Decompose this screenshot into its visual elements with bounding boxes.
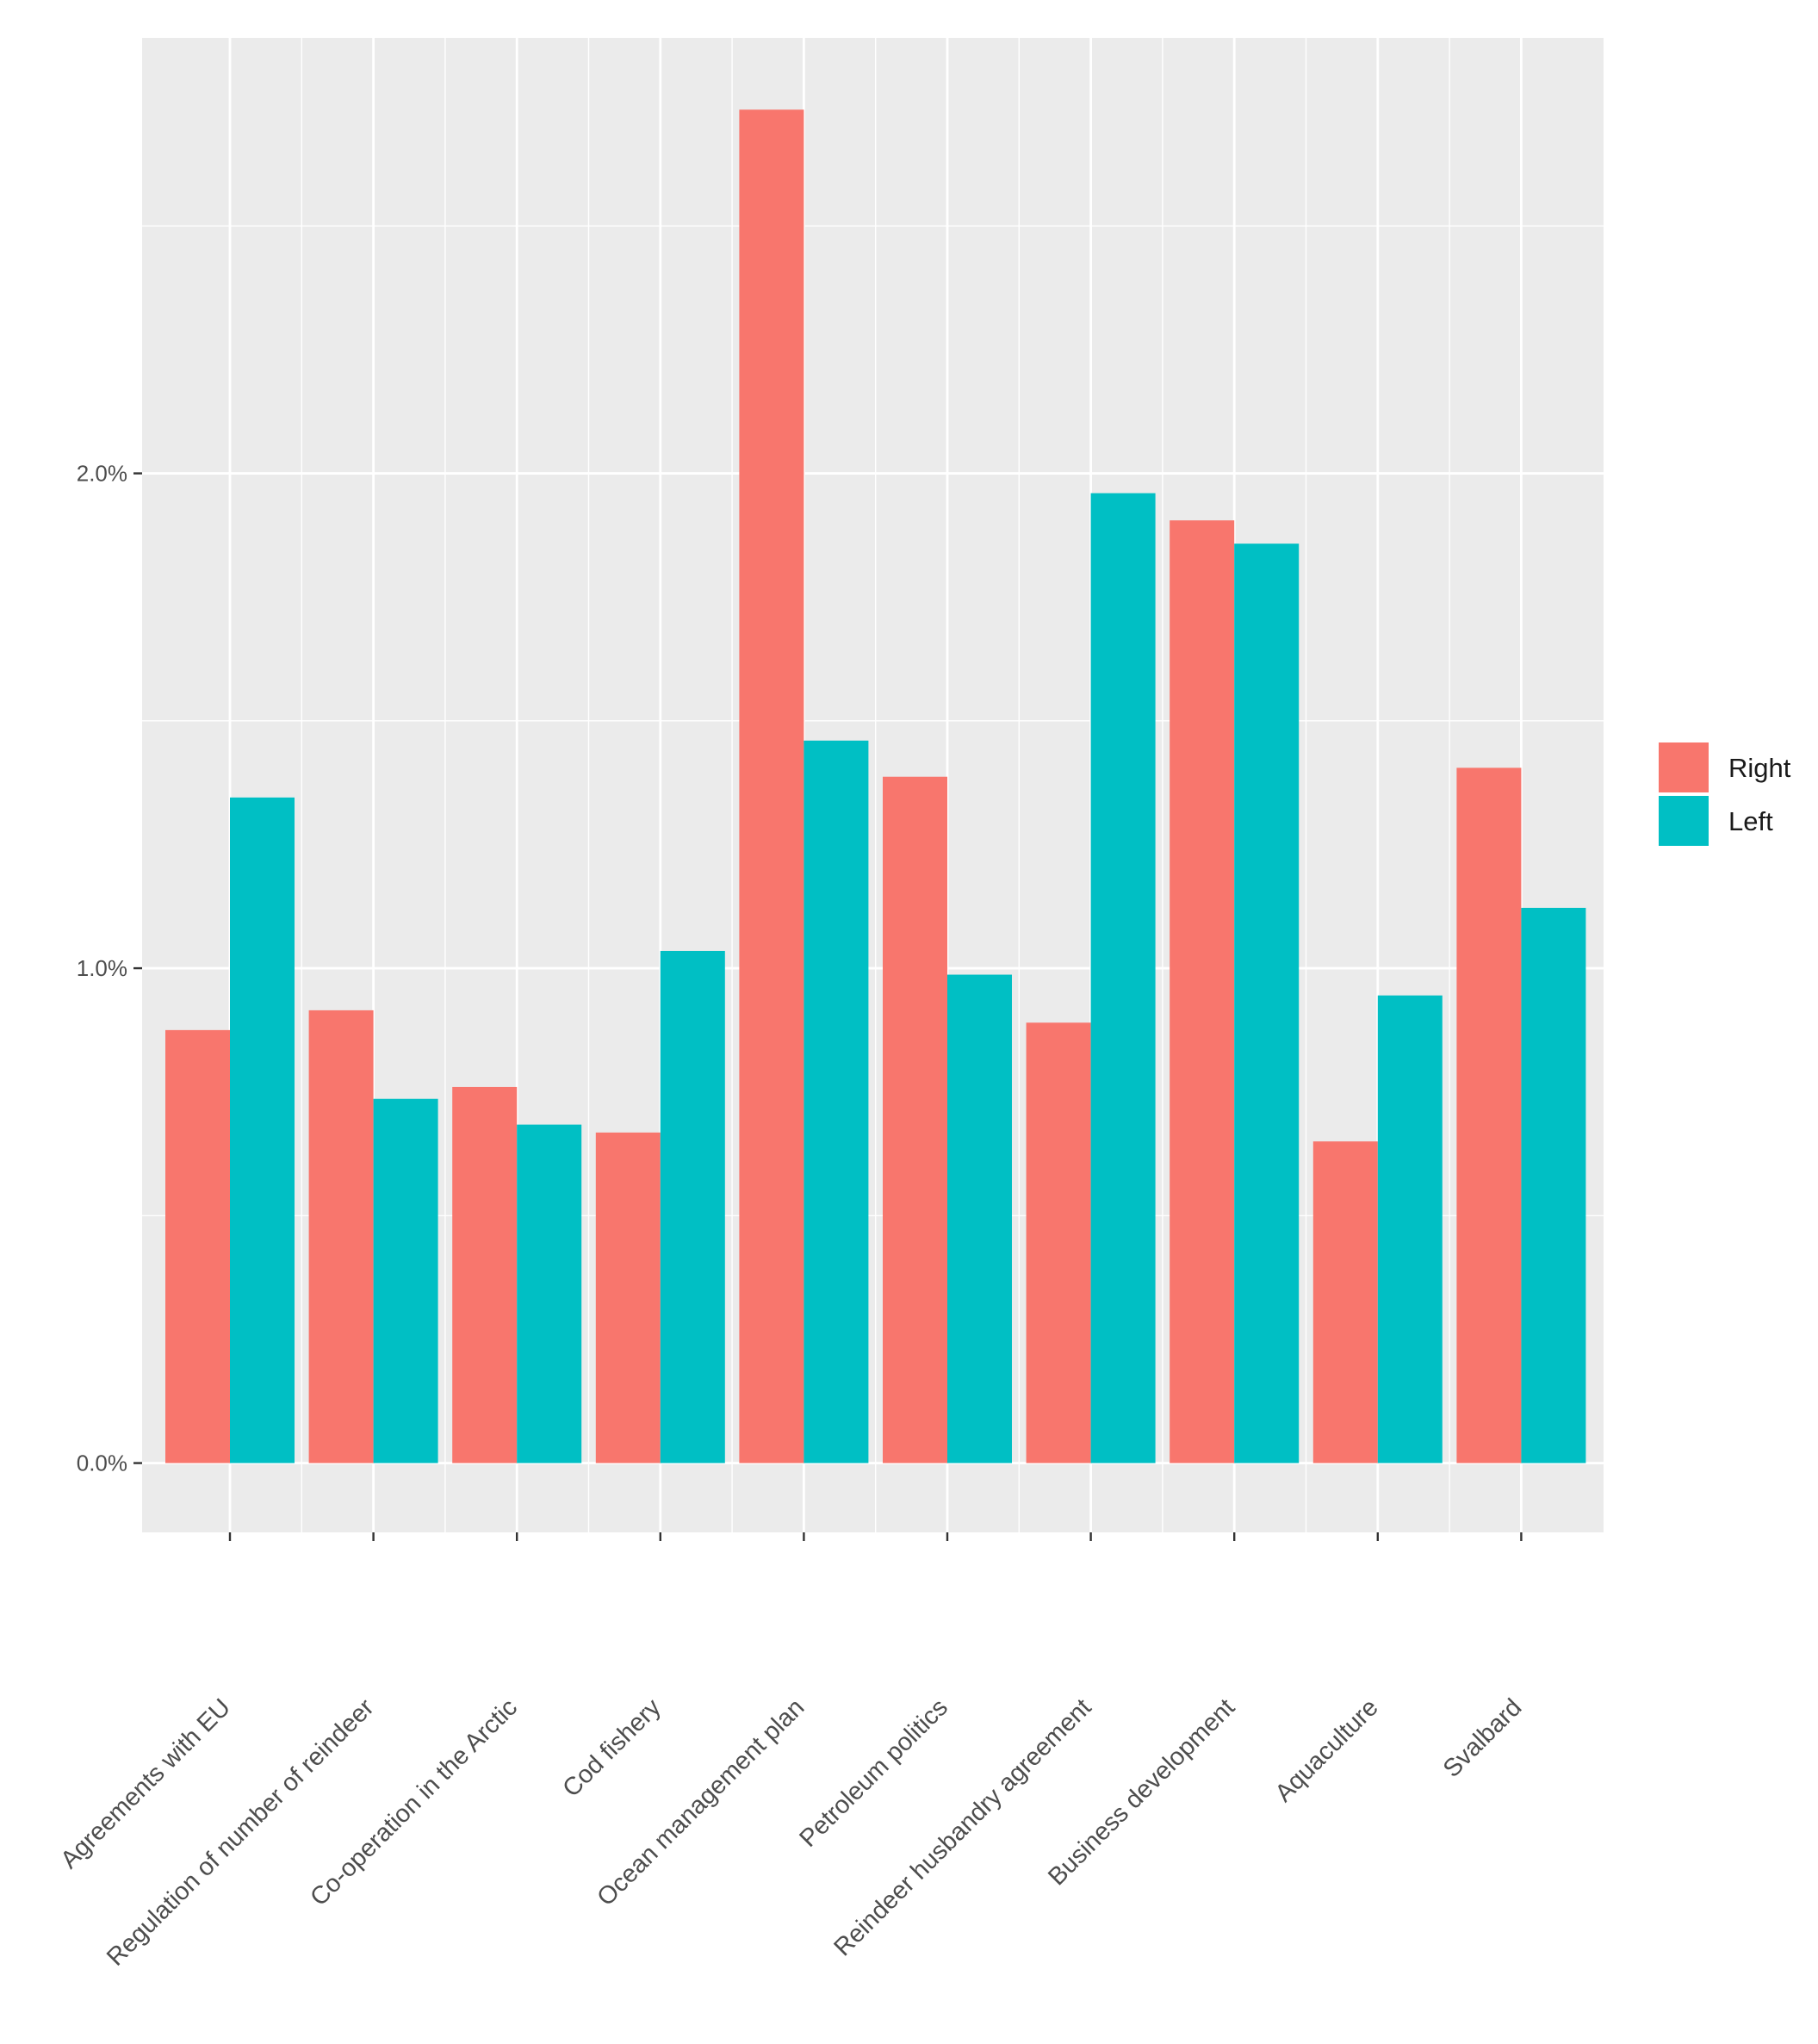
bar-right-ocean-management-plan	[739, 109, 804, 1463]
x-tick-label: Reindeer husbandry agreement	[829, 1693, 1097, 1961]
bar-right-aquaculture	[1312, 1141, 1378, 1463]
bar-right-petroleum-politics	[883, 776, 947, 1463]
bar-left-petroleum-politics	[947, 974, 1012, 1463]
bar-right-business-development	[1170, 520, 1235, 1463]
bar-right-agreements-with-eu	[165, 1029, 230, 1463]
x-tick-label: Petroleum politics	[794, 1693, 952, 1852]
y-tick-label: 2.0%	[77, 461, 127, 487]
bar-right-co-operation-in-the-arctic	[452, 1086, 518, 1463]
bars	[165, 109, 1586, 1463]
legend-label-right: Right	[1728, 753, 1791, 783]
bar-left-cod-fishery	[660, 950, 725, 1463]
bar-left-svalbard	[1521, 907, 1586, 1463]
legend-label-left: Left	[1728, 806, 1773, 836]
y-tick-label: 0.0%	[77, 1451, 127, 1476]
bar-right-reindeer-husbandry-agreement	[1026, 1022, 1091, 1463]
bar-left-business-development	[1234, 544, 1300, 1463]
bar-left-regulation-of-number-of-reindeer	[373, 1098, 438, 1463]
legend-key-left	[1659, 796, 1709, 846]
bar-left-agreements-with-eu	[230, 797, 295, 1463]
minor-gridlines	[142, 38, 1604, 1532]
x-tick-label: Aquaculture	[1270, 1693, 1384, 1807]
bar-left-ocean-management-plan	[804, 740, 869, 1463]
x-tick-label: Regulation of number of reindeer	[102, 1693, 380, 1972]
y-tick-label: 1.0%	[77, 955, 127, 981]
legend: Right Left	[1659, 742, 1791, 846]
x-tick-label: Svalbard	[1438, 1693, 1528, 1783]
bar-left-aquaculture	[1377, 995, 1443, 1463]
x-tick-label: Cod fishery	[557, 1693, 667, 1803]
bar-left-reindeer-husbandry-agreement	[1090, 493, 1156, 1463]
legend-key-right	[1659, 742, 1709, 792]
bar-right-regulation-of-number-of-reindeer	[308, 1010, 374, 1463]
bar-left-co-operation-in-the-arctic	[517, 1124, 582, 1463]
bar-right-cod-fishery	[595, 1132, 661, 1463]
bar-right-svalbard	[1456, 767, 1522, 1463]
y-axis: 0.0% 1.0% 2.0%	[77, 461, 142, 1476]
